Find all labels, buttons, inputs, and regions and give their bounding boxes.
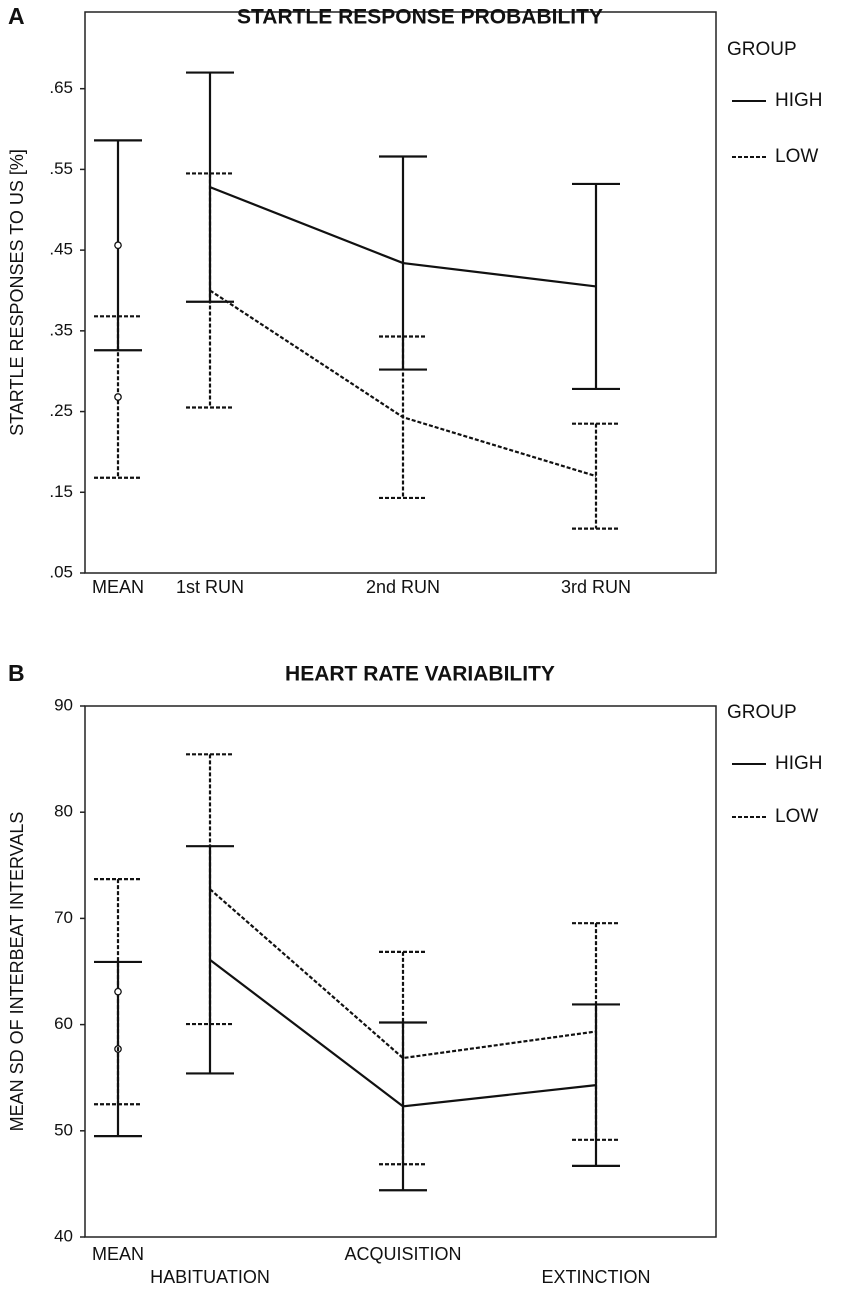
x-tick-label: 2nd RUN [366,577,440,597]
y-tick-label: 40 [54,1226,73,1245]
series-line [209,888,597,1060]
y-tick-label: 70 [54,908,73,927]
y-tick-label: 80 [54,802,73,821]
panel-label: A [8,3,25,29]
legend-label: LOW [775,806,818,827]
y-tick-label: .55 [49,159,73,178]
y-axis-label: STARTLE RESPONSES TO US [%] [7,149,27,436]
y-tick-label: 50 [54,1120,73,1139]
y-tick-label: .65 [49,78,73,97]
y-tick-label: 60 [54,1014,73,1033]
legend-label: LOW [775,146,818,167]
plot-frame [84,705,717,1238]
x-tick-label: 3rd RUN [561,577,631,597]
y-tick-label: 90 [54,695,73,714]
panel-label: B [8,660,25,686]
y-tick-label: .35 [49,320,73,339]
mean-marker [114,987,122,996]
y-tick-label: .15 [49,482,73,501]
x-tick-label: MEAN [92,1244,144,1264]
y-tick-label: .05 [49,562,73,581]
x-tick-label: EXTINCTION [541,1267,650,1287]
series-line [209,958,597,1108]
error-bar [572,422,620,530]
chart-title: STARTLE RESPONSE PROBABILITY [237,6,603,29]
series-line [209,289,597,478]
x-tick-label: MEAN [92,577,144,597]
y-tick-label: .25 [49,401,73,420]
mean-marker [114,241,122,250]
error-bar [379,950,427,1166]
legend-label: HIGH [775,90,823,111]
y-tick-label: .45 [49,240,73,259]
chart-title: HEART RATE VARIABILITY [285,663,555,686]
x-tick-label: ACQUISITION [344,1244,461,1264]
legend-label: HIGH [775,753,823,774]
x-tick-label: 1st RUN [176,577,244,597]
legend-title: GROUP [727,702,797,723]
plot-frame [84,11,717,574]
mean-marker [114,393,122,401]
series-line [209,186,597,288]
error-bar [186,172,234,409]
error-bar [186,753,234,1026]
error-bar [94,878,142,1106]
x-tick-label: HABITUATION [150,1267,270,1287]
legend-title: GROUP [727,39,797,60]
y-axis-label: MEAN SD OF INTERBEAT INTERVALS [7,812,27,1132]
